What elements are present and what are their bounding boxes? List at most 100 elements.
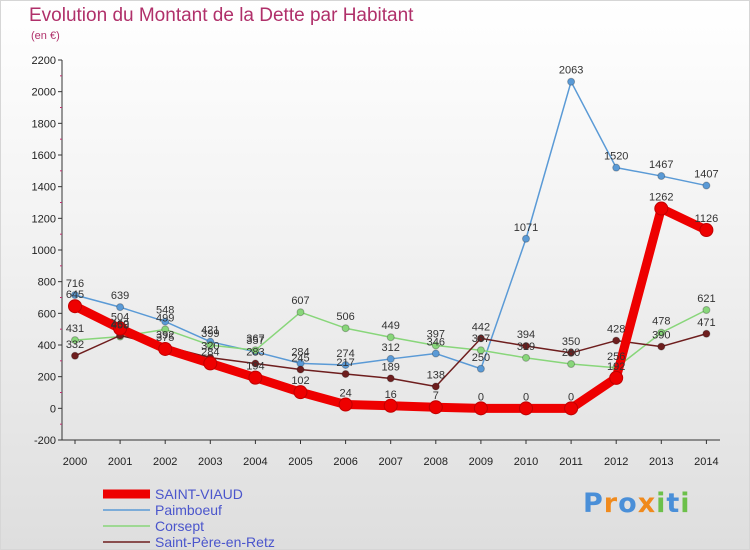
y-tick-label: 1600	[32, 150, 56, 162]
y-tick-label: 2000	[32, 87, 56, 99]
data-label: 280	[562, 347, 580, 359]
data-point	[657, 342, 666, 351]
chart-title: Evolution du Montant de la Dette par Hab…	[29, 5, 414, 26]
x-tick-label: 2007	[378, 456, 402, 468]
data-label: 367	[472, 333, 490, 345]
data-label: 256	[607, 351, 625, 363]
y-tick-label: 1200	[32, 213, 56, 225]
data-point	[609, 370, 624, 385]
data-point	[251, 359, 260, 368]
series-labels-0: 645 504 375 284 194 102 24 16 7 0 0 0 192 1262 1126	[66, 192, 718, 404]
logo-letter: r	[603, 488, 619, 519]
data-label: 0	[478, 391, 484, 403]
data-label: 284	[291, 346, 309, 358]
data-label: 431	[66, 323, 84, 335]
series-1	[71, 77, 711, 373]
data-label: 1071	[514, 222, 538, 234]
data-label: 367	[246, 333, 264, 345]
data-label: 449	[382, 320, 400, 332]
x-tick-label: 2013	[649, 456, 673, 468]
data-point	[296, 365, 305, 374]
x-tick-label: 2003	[198, 456, 222, 468]
data-label: 471	[697, 317, 715, 329]
data-label: 392	[156, 329, 174, 341]
y-tick-label: 800	[38, 277, 56, 289]
data-label: 394	[517, 329, 535, 341]
data-label: 645	[66, 289, 84, 301]
x-tick-label: 2009	[469, 456, 493, 468]
data-label: 102	[291, 375, 309, 387]
data-point	[386, 374, 395, 383]
data-point	[71, 290, 79, 299]
data-label: 138	[427, 369, 445, 381]
data-label: 284	[201, 346, 219, 358]
data-point	[431, 349, 440, 358]
data-point	[564, 401, 579, 416]
data-point	[657, 328, 666, 337]
data-point	[567, 77, 576, 86]
data-label: 274	[336, 348, 354, 360]
data-label: 397	[427, 328, 445, 340]
data-point	[567, 360, 576, 368]
data-point	[386, 354, 395, 363]
data-point	[473, 401, 488, 416]
data-label: 375	[156, 332, 174, 344]
data-point	[702, 181, 711, 190]
y-tick-label: 200	[38, 372, 56, 384]
data-point	[251, 346, 260, 355]
data-label: 1126	[695, 213, 719, 225]
y-tick-label: 400	[38, 340, 56, 352]
y-tick-label: 600	[38, 308, 56, 320]
data-label: 192	[607, 361, 625, 373]
x-tick-label: 2004	[243, 456, 267, 468]
data-label: 0	[523, 391, 529, 403]
data-point	[567, 348, 576, 357]
data-point	[386, 333, 395, 342]
data-point	[248, 370, 263, 385]
data-label: 428	[607, 324, 625, 336]
data-point	[476, 364, 485, 373]
data-point	[341, 360, 350, 369]
data-label: 504	[111, 312, 129, 324]
series-2	[71, 306, 711, 372]
y-tick-label: 0	[50, 403, 56, 415]
data-label: 506	[336, 311, 354, 323]
x-tick-label: 2000	[63, 456, 87, 468]
data-label: 320	[201, 341, 219, 353]
x-tick-label: 2012	[604, 456, 628, 468]
data-point	[702, 306, 711, 315]
data-point	[68, 299, 82, 314]
data-label: 16	[385, 389, 397, 401]
data-point	[203, 356, 218, 371]
data-label: 283	[246, 347, 264, 359]
y-tick-label: 1000	[32, 245, 56, 257]
data-label: 2063	[559, 65, 583, 77]
chart-legend: SAINT-VIAUDPaimboeufCorseptSaint-Père-en…	[103, 486, 275, 550]
data-label: 189	[382, 361, 400, 373]
data-point	[522, 234, 530, 243]
x-tick-label: 2005	[288, 456, 312, 468]
data-point	[522, 353, 530, 362]
y-tick-label: 1400	[32, 182, 56, 194]
data-point	[296, 308, 305, 317]
data-point	[293, 385, 308, 400]
data-label: 453	[111, 320, 129, 332]
data-label: 478	[652, 316, 670, 328]
series-labels-3: 332 460 392 320 283 245 217 189 138 442 394 350 428 3…	[66, 317, 716, 382]
data-point	[206, 341, 215, 350]
data-label: 350	[562, 336, 580, 348]
x-tick-label: 2001	[108, 456, 132, 468]
x-tick-label: 2011	[559, 456, 583, 468]
data-point	[341, 324, 350, 333]
data-label: 245	[291, 353, 309, 365]
data-point	[161, 325, 170, 334]
x-tick-label: 2002	[153, 456, 177, 468]
chart-subtitle: (en €)	[31, 30, 60, 42]
logo-letter: P	[583, 488, 604, 519]
data-point	[158, 341, 173, 356]
data-label: 421	[201, 325, 219, 337]
y-tick-label: 1800	[32, 118, 56, 130]
data-point	[431, 341, 440, 350]
